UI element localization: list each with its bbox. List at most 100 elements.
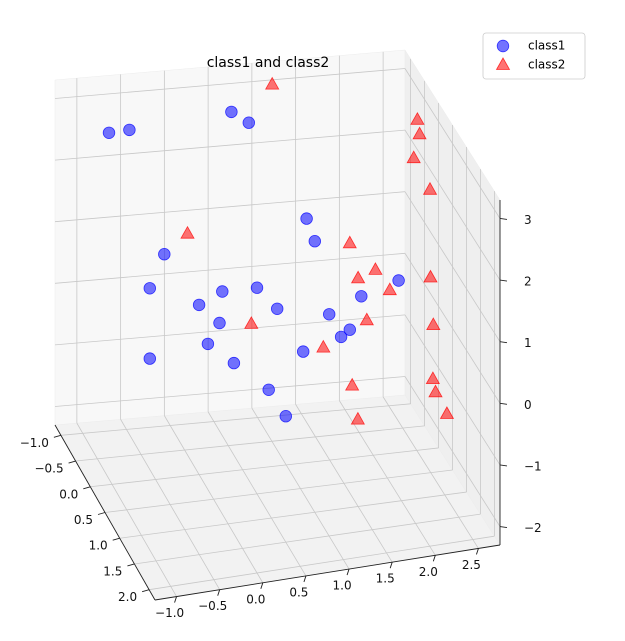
data-point-class2 [350,411,365,425]
x-tick-label: −1.0 [155,606,184,620]
gridline-z-back [54,68,406,99]
data-point-class2 [345,377,360,391]
data-point-class1 [143,352,157,365]
data-point-class1 [323,308,336,321]
gridline-z-side [404,376,501,527]
x-tick-label: 0.0 [246,592,265,606]
gridline-z-back [54,191,406,223]
z-tick-mark [499,464,508,467]
data-point-class1 [300,212,313,225]
data-point-class2 [180,225,195,239]
data-point-class1 [242,116,256,129]
gridline-z-side [404,129,501,281]
y-tick-mark [127,563,135,567]
legend: class1 class2 [482,32,586,80]
x-tick-mark [476,548,479,555]
data-point-class1 [216,285,229,298]
data-point-class1 [271,302,284,316]
y-tick-mark [53,434,62,438]
data-point-class1 [279,410,293,423]
data-point-class1 [143,282,157,295]
y-tick-label: 1.5 [103,565,122,579]
gridline-z-back [54,252,406,284]
gridline-y-floor [90,447,439,488]
data-point-class1 [227,356,241,370]
data-point-class2 [350,270,366,284]
y-tick-mark [83,486,91,490]
data-point-class2 [425,371,440,385]
data-point-class1 [201,337,215,351]
y-tick-mark [112,537,120,541]
gridline-z-back [54,129,406,161]
data-point-class2 [316,339,331,353]
x-tick-mark [260,582,264,589]
data-point-class1 [334,330,348,344]
x-tick-mark [432,555,436,562]
z-tick-label: −2 [524,521,542,535]
data-point-class1 [225,105,238,119]
y-tick-label: −1.0 [20,436,49,450]
data-point-class2 [359,312,374,326]
y-tick-label: 2.0 [118,590,137,604]
data-point-class1 [355,290,368,303]
x-tick-label: 1.5 [376,572,395,586]
gridline-z-side [404,68,501,219]
data-point-class2 [368,262,383,275]
data-point-class1 [102,126,116,140]
x-tick-mark [389,562,393,569]
gridline-y-floor [149,535,495,591]
data-point-class2 [439,406,455,419]
data-point-class2 [265,76,280,90]
legend-marker-class2 [495,57,511,70]
gridline-z-side [404,314,501,466]
x-axis-line [154,544,501,601]
legend-marker-class1 [496,39,510,53]
data-point-class1 [297,345,310,358]
gridline-z-side [404,253,501,404]
x-tick-label: −0.5 [198,599,227,613]
data-point-class2 [410,111,425,125]
legend-label-class2: class2 [528,58,565,72]
z-tick-label: −1 [524,459,542,473]
data-point-class2 [342,235,357,249]
x-tick-label: 1.0 [333,579,352,593]
data-point-class2 [244,316,259,329]
data-point-class2 [428,384,443,398]
gridline-y-floor [75,425,425,462]
y-tick-mark [97,512,106,515]
gridline-y-floor [119,491,467,539]
z-tick-label: 2 [524,275,532,289]
x-tick-mark [346,568,350,576]
gridline-y-floor [134,513,481,565]
data-point-class1 [308,234,322,248]
z-tick-label: 0 [524,398,532,412]
z-tick-mark [499,526,508,528]
data-point-class2 [412,126,427,140]
data-point-class1 [123,123,136,137]
data-point-class2 [382,282,397,296]
data-point-class2 [423,269,438,283]
gridline-y-floor [104,469,453,513]
x-tick-mark [217,589,221,596]
x-tick-mark [174,596,177,603]
gridline-z-side [404,191,501,342]
chart-title: class1 and class2 [207,55,330,71]
data-point-class1 [262,383,275,397]
x-tick-label: 2.5 [462,558,481,572]
z-tick-label: 3 [524,213,532,227]
y-tick-label: 0.0 [59,487,78,501]
x-tick-label: 0.5 [289,585,308,599]
legend-label-class1: class1 [528,39,565,53]
data-point-class2 [422,181,438,195]
data-point-class1 [250,281,264,294]
y-tick-label: 0.5 [74,513,93,527]
data-point-class2 [426,317,441,331]
z-tick-label: 1 [524,336,532,350]
data-point-class1 [213,316,226,330]
y-tick-label: −0.5 [34,462,63,476]
gridline-z-back [54,314,406,346]
y-tick-label: 1.0 [89,539,108,553]
data-point-class1 [343,323,357,336]
gridline-y-floor [60,403,411,436]
